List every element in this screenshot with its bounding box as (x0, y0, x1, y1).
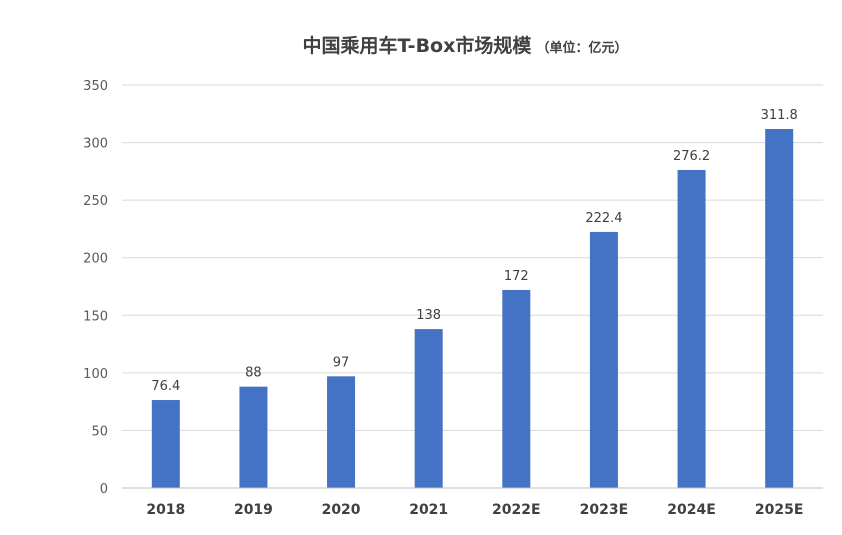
data-label-2018: 76.4 (151, 379, 180, 394)
data-label-2025E: 311.8 (761, 108, 798, 123)
y-tick-label: 150 (83, 309, 108, 324)
y-axis: 0 50 100 150 200 250 300 350 (83, 79, 108, 497)
x-tick-label-2020: 2020 (322, 502, 361, 518)
x-axis: 2018 2019 2020 2021 2022E 2023E 2024E 2025E (122, 487, 823, 518)
y-tick-label: 350 (83, 79, 108, 94)
data-label-2022E: 172 (504, 269, 529, 284)
bars (151, 128, 794, 489)
bar-2023E (589, 231, 618, 488)
x-tick-label-2021: 2021 (409, 502, 448, 518)
x-tick-label-2018: 2018 (146, 502, 185, 518)
y-tick-label: 300 (83, 137, 108, 152)
data-labels: 76.4 88 97 138 172 222.4 276.2 311.8 (151, 108, 797, 394)
y-tick-label: 100 (83, 367, 108, 382)
x-tick-label-2019: 2019 (234, 502, 273, 518)
y-tick-label: 250 (83, 194, 108, 209)
x-tick-label-2023E: 2023E (580, 502, 629, 518)
bar-2024E (677, 169, 706, 488)
bar-2018 (151, 400, 180, 488)
bar-2025E (765, 128, 794, 489)
x-tick-label-2022E: 2022E (492, 502, 541, 518)
data-label-2021: 138 (416, 308, 441, 323)
chart-title-unit: （单位：亿元） (536, 40, 627, 56)
gridlines (122, 84, 823, 431)
data-label-2023E: 222.4 (585, 211, 622, 226)
bar-2022E (502, 289, 531, 488)
chart-title: 中国乘用车T-Box市场规模 （单位：亿元） (303, 34, 628, 57)
chart-title-main: 中国乘用车T-Box市场规模 (303, 34, 533, 57)
data-label-2019: 88 (245, 366, 262, 381)
y-tick-label: 0 (100, 482, 108, 497)
y-tick-label: 200 (83, 252, 108, 267)
data-label-2024E: 276.2 (673, 149, 710, 164)
y-tick-label: 50 (91, 424, 108, 439)
bar-2021 (414, 329, 443, 488)
bar-2020 (327, 376, 356, 488)
x-tick-label-2025E: 2025E (755, 502, 804, 518)
bar-2019 (239, 386, 268, 488)
data-label-2020: 97 (333, 355, 350, 370)
x-tick-label-2024E: 2024E (667, 502, 716, 518)
